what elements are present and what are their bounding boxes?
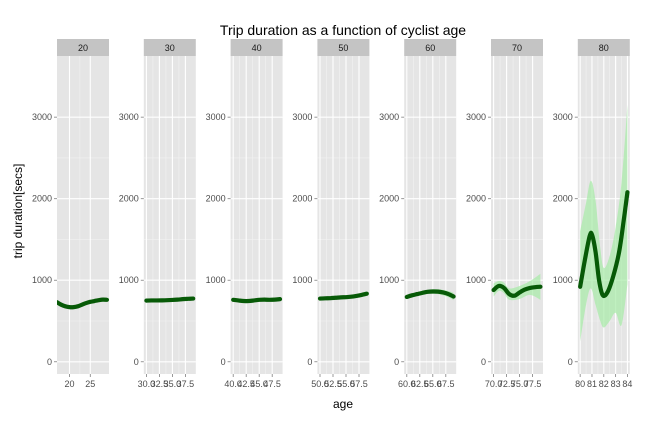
- y-tick-label: 3000: [32, 112, 52, 122]
- chart-title: Trip duration as a function of cyclist a…: [220, 22, 466, 38]
- y-tick-label: 0: [307, 357, 312, 367]
- x-tick-label: 80: [575, 379, 585, 389]
- y-tick-label: 2000: [206, 194, 226, 204]
- x-tick-label: 67.5: [437, 379, 455, 389]
- y-tick-label: 1000: [32, 275, 52, 285]
- facet-strip-label: 70: [512, 43, 522, 53]
- x-tick-label: 32.5: [151, 379, 169, 389]
- x-tick-label: 70.0: [485, 379, 503, 389]
- x-tick-label: 40.0: [224, 379, 242, 389]
- facet-panel-background: [57, 56, 109, 374]
- y-tick-label: 1000: [379, 275, 399, 285]
- trend-line: [404, 289, 456, 300]
- facet-panel-background: [404, 56, 457, 374]
- facet-strip-label: 50: [338, 43, 348, 53]
- x-tick-label: 72.5: [498, 379, 516, 389]
- facet-strip: [317, 39, 370, 56]
- facet-panel-background: [317, 56, 370, 374]
- y-tick-label: 2000: [466, 194, 486, 204]
- x-tick-label: 35.0: [164, 379, 182, 389]
- y-tick-label: 1000: [206, 275, 226, 285]
- x-tick-label: 83: [611, 379, 621, 389]
- y-tick-label: 0: [134, 357, 139, 367]
- facet-strip-label: 60: [425, 43, 435, 53]
- x-tick-label: 30.0: [138, 379, 156, 389]
- facet-20: 20 0 1000 2000 3000 20 25: [32, 39, 109, 389]
- y-tick-label: 2000: [119, 194, 139, 204]
- y-tick-label: 3000: [206, 112, 226, 122]
- facet-panels: 20 0 1000 2000 3000 20 25 30 0 1000 2000 3000 30.032…: [32, 39, 632, 389]
- x-tick-label: 81: [587, 379, 597, 389]
- x-tick-label: 45.0: [250, 379, 268, 389]
- x-tick-label: 65.0: [424, 379, 442, 389]
- facet-strip-label: 80: [599, 43, 609, 53]
- x-tick-label: 52.5: [324, 379, 342, 389]
- y-tick-label: 0: [394, 357, 399, 367]
- x-tick-label: 42.5: [237, 379, 255, 389]
- facet-strip-label: 30: [165, 43, 175, 53]
- facet-strip-label: 20: [78, 43, 88, 53]
- facet-panel-background: [230, 56, 283, 374]
- facet-panel-background: [491, 56, 543, 374]
- x-tick-label: 57.5: [350, 379, 368, 389]
- y-tick-label: 1000: [466, 275, 486, 285]
- trend-line: [491, 283, 543, 298]
- confidence-ribbon: [493, 273, 541, 301]
- trend-line: [578, 190, 630, 298]
- y-tick-label: 3000: [292, 112, 312, 122]
- facet-panel-background: [143, 56, 196, 374]
- y-tick-label: 2000: [553, 194, 573, 204]
- trend-line: [57, 297, 109, 310]
- trend-line: [231, 297, 283, 304]
- x-tick-label: 77.5: [524, 379, 542, 389]
- facet-strip: [577, 39, 630, 56]
- y-tick-label: 0: [481, 357, 486, 367]
- y-tick-label: 0: [221, 357, 226, 367]
- y-tick-label: 1000: [119, 275, 139, 285]
- x-tick-label: 47.5: [263, 379, 281, 389]
- facet-strip: [230, 39, 283, 56]
- facet-strip: [143, 39, 196, 56]
- y-tick-label: 3000: [119, 112, 139, 122]
- facet-strip: [404, 39, 457, 56]
- facet-strip: [491, 39, 543, 56]
- y-tick-label: 0: [568, 357, 573, 367]
- y-tick-label: 3000: [553, 112, 573, 122]
- y-tick-label: 3000: [379, 112, 399, 122]
- x-tick-label: 50.0: [311, 379, 329, 389]
- facet-60: 60 0 1000 2000 3000 60.062.565.067.5: [379, 39, 457, 389]
- facet-strip: [57, 39, 109, 56]
- y-tick-label: 3000: [466, 112, 486, 122]
- trend-line: [144, 296, 196, 303]
- x-tick-label: 20: [64, 379, 74, 389]
- x-tick-label: 60.0: [398, 379, 416, 389]
- trend-line: [317, 291, 369, 301]
- y-tick-label: 1000: [292, 275, 312, 285]
- x-tick-label: 82: [599, 379, 609, 389]
- y-tick-label: 0: [47, 357, 52, 367]
- x-axis-label: age: [333, 397, 353, 411]
- x-tick-label: 62.5: [411, 379, 429, 389]
- x-tick-label: 37.5: [177, 379, 195, 389]
- confidence-ribbon: [580, 104, 628, 342]
- y-axis-label: trip duration[secs]: [11, 164, 25, 259]
- facet-strip-label: 40: [252, 43, 262, 53]
- y-tick-label: 2000: [379, 194, 399, 204]
- x-tick-label: 25: [85, 379, 95, 389]
- facet-40: 40 0 1000 2000 3000 40.042.545.047.5: [206, 39, 283, 389]
- y-tick-label: 2000: [32, 194, 52, 204]
- facet-30: 30 0 1000 2000 3000 30.032.535.037.5: [119, 39, 196, 389]
- y-tick-label: 2000: [292, 194, 312, 204]
- x-tick-label: 55.0: [337, 379, 355, 389]
- x-tick-label: 75.0: [511, 379, 529, 389]
- x-tick-label: 84: [622, 379, 632, 389]
- facet-70: 70 0 1000 2000 3000 70.072.575.077.5: [466, 39, 543, 389]
- facet-50: 50 0 1000 2000 3000 50.052.555.057.5: [292, 39, 370, 389]
- y-tick-label: 1000: [553, 275, 573, 285]
